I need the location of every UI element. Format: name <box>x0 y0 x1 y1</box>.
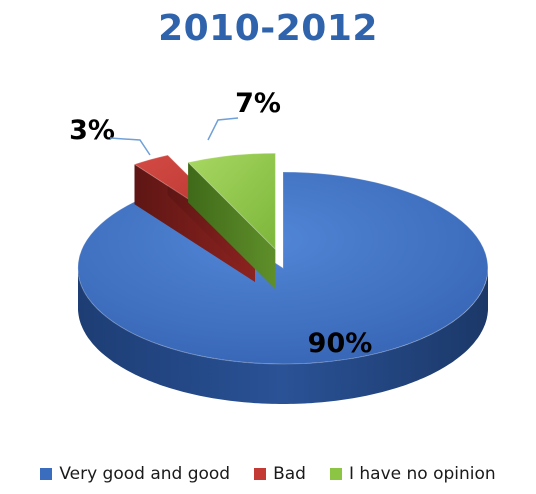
chart-title: 2010-2012 <box>158 8 378 49</box>
legend-item-no-opinion: I have no opinion <box>329 464 496 484</box>
legend-item-very-good-and-good: Very good and good <box>40 464 230 484</box>
legend-label: Very good and good <box>59 464 231 484</box>
legend-label: Bad <box>273 464 306 484</box>
pie-slice-no-opinion <box>187 152 276 290</box>
legend-swatch <box>40 468 53 480</box>
data-label-bad: 3% <box>69 115 115 146</box>
legend-item-bad: Bad <box>254 464 306 484</box>
leader-line-no-opinion <box>207 117 239 141</box>
leader-line-bad <box>109 137 151 156</box>
legend-swatch <box>254 468 267 480</box>
data-label-very-good-and-good: 90% <box>308 328 373 359</box>
data-label-no-opinion: 7% <box>235 88 281 119</box>
legend-swatch <box>329 468 342 480</box>
legend: Very good and good Bad I have no opinion <box>0 464 536 484</box>
legend-label: I have no opinion <box>348 464 496 484</box>
